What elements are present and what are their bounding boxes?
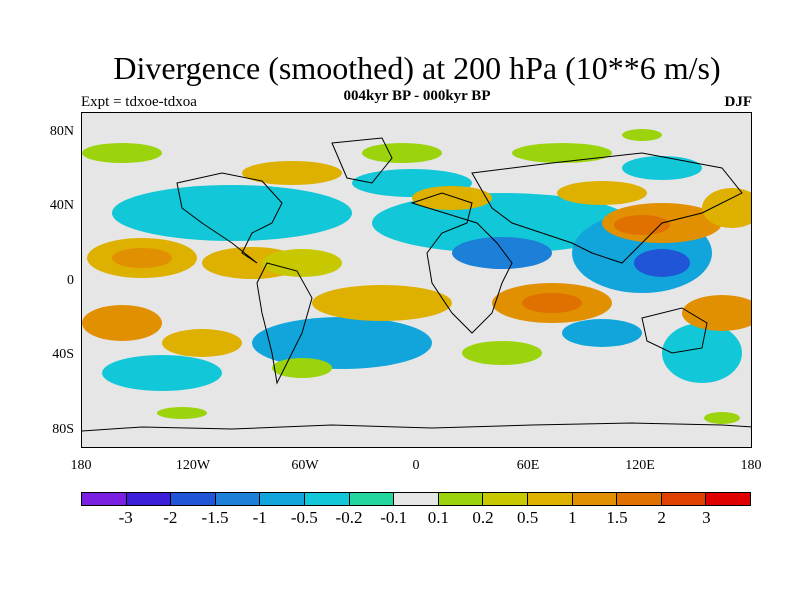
lon-label-180e: 180 <box>740 458 762 473</box>
colorbar-segment <box>260 493 305 505</box>
colorbar-segment <box>394 493 439 505</box>
colorbar-tick-label: -1.5 <box>201 508 229 527</box>
lat-label-0: 0 <box>67 273 74 288</box>
colorbar-tick-label: 3 <box>702 508 711 527</box>
colorbar-segment <box>617 493 662 505</box>
colorbar-tick-label: 0.1 <box>427 508 449 527</box>
lat-label-40s: 40S <box>52 347 74 362</box>
colorbar-tick-label: -3 <box>118 508 133 527</box>
lon-label-0: 0 <box>412 458 420 473</box>
lon-label-180w: 180 <box>70 458 92 473</box>
colorbar-segment <box>126 493 172 505</box>
colorbar-tick-label: -0.2 <box>335 508 363 527</box>
lat-label-40n: 40N <box>49 198 74 213</box>
colorbar-segment <box>82 493 127 505</box>
colorbar-tick-label: -2 <box>163 508 178 527</box>
map-title: Divergence (smoothed) at 200 hPa (10**6 … <box>113 50 721 86</box>
colorbar-tick-label: 1 <box>568 508 577 527</box>
divergence-field <box>82 129 751 424</box>
colorbar-segment <box>527 493 573 505</box>
colorbar-segment <box>661 493 707 505</box>
colorbar-tick-label: -1 <box>252 508 267 527</box>
map-subtitle: 004kyr BP - 000kyr BP <box>343 88 491 104</box>
colorbar-segment <box>215 493 261 505</box>
lat-label-80n: 80N <box>49 124 74 139</box>
colorbar-segment <box>572 493 618 505</box>
season-label: DJF <box>724 94 753 110</box>
coastlines <box>82 137 751 432</box>
colorbar-tick-label: 1.5 <box>606 508 628 527</box>
colorbar-segment <box>706 493 750 505</box>
lon-label-60e: 60E <box>516 458 540 473</box>
colorbar-segment <box>304 493 350 505</box>
colorbar <box>81 492 751 506</box>
colorbar-tick-label: 0.2 <box>472 508 494 527</box>
lon-label-120e: 120E <box>625 458 655 473</box>
lat-label-80s: 80S <box>52 422 74 437</box>
colorbar-segment <box>171 493 216 505</box>
colorbar-tick-label: -0.1 <box>380 508 408 527</box>
colorbar-segment <box>483 493 528 505</box>
colorbar-tick-label: 0.5 <box>517 508 539 527</box>
map-svg <box>82 129 751 432</box>
colorbar-segment <box>438 493 484 505</box>
colorbar-tick-label: -0.5 <box>290 508 318 527</box>
colorbar-tick-label: 2 <box>657 508 666 527</box>
lon-label-60w: 60W <box>291 458 319 473</box>
lon-label-120w: 120W <box>175 458 211 473</box>
map-panel <box>81 112 752 448</box>
colorbar-segment <box>349 493 395 505</box>
experiment-label: Expt = tdxoe-tdxoa <box>81 94 197 110</box>
